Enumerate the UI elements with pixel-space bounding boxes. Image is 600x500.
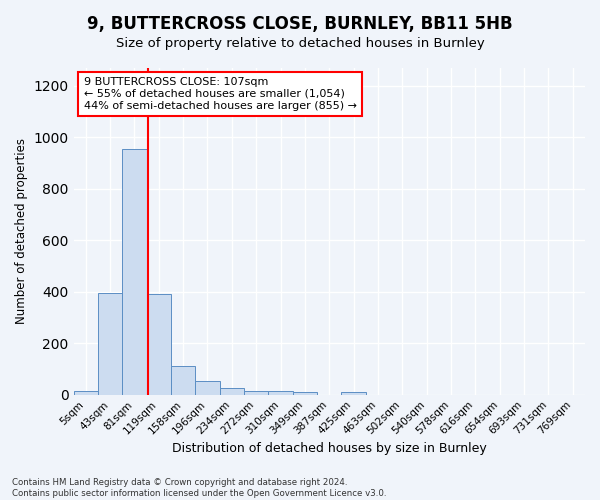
Bar <box>196 382 220 394</box>
Bar <box>341 392 366 394</box>
Y-axis label: Number of detached properties: Number of detached properties <box>15 138 28 324</box>
Bar <box>220 388 244 394</box>
Bar <box>98 293 122 394</box>
Text: Size of property relative to detached houses in Burnley: Size of property relative to detached ho… <box>116 38 484 51</box>
X-axis label: Distribution of detached houses by size in Burnley: Distribution of detached houses by size … <box>172 442 487 455</box>
Bar <box>171 366 196 394</box>
Bar <box>268 392 293 394</box>
Bar <box>122 148 146 394</box>
Bar <box>146 294 171 394</box>
Text: Contains HM Land Registry data © Crown copyright and database right 2024.
Contai: Contains HM Land Registry data © Crown c… <box>12 478 386 498</box>
Text: 9, BUTTERCROSS CLOSE, BURNLEY, BB11 5HB: 9, BUTTERCROSS CLOSE, BURNLEY, BB11 5HB <box>87 15 513 33</box>
Text: 9 BUTTERCROSS CLOSE: 107sqm
← 55% of detached houses are smaller (1,054)
44% of : 9 BUTTERCROSS CLOSE: 107sqm ← 55% of det… <box>84 78 357 110</box>
Bar <box>74 391 98 394</box>
Bar <box>293 392 317 394</box>
Bar <box>244 391 268 394</box>
